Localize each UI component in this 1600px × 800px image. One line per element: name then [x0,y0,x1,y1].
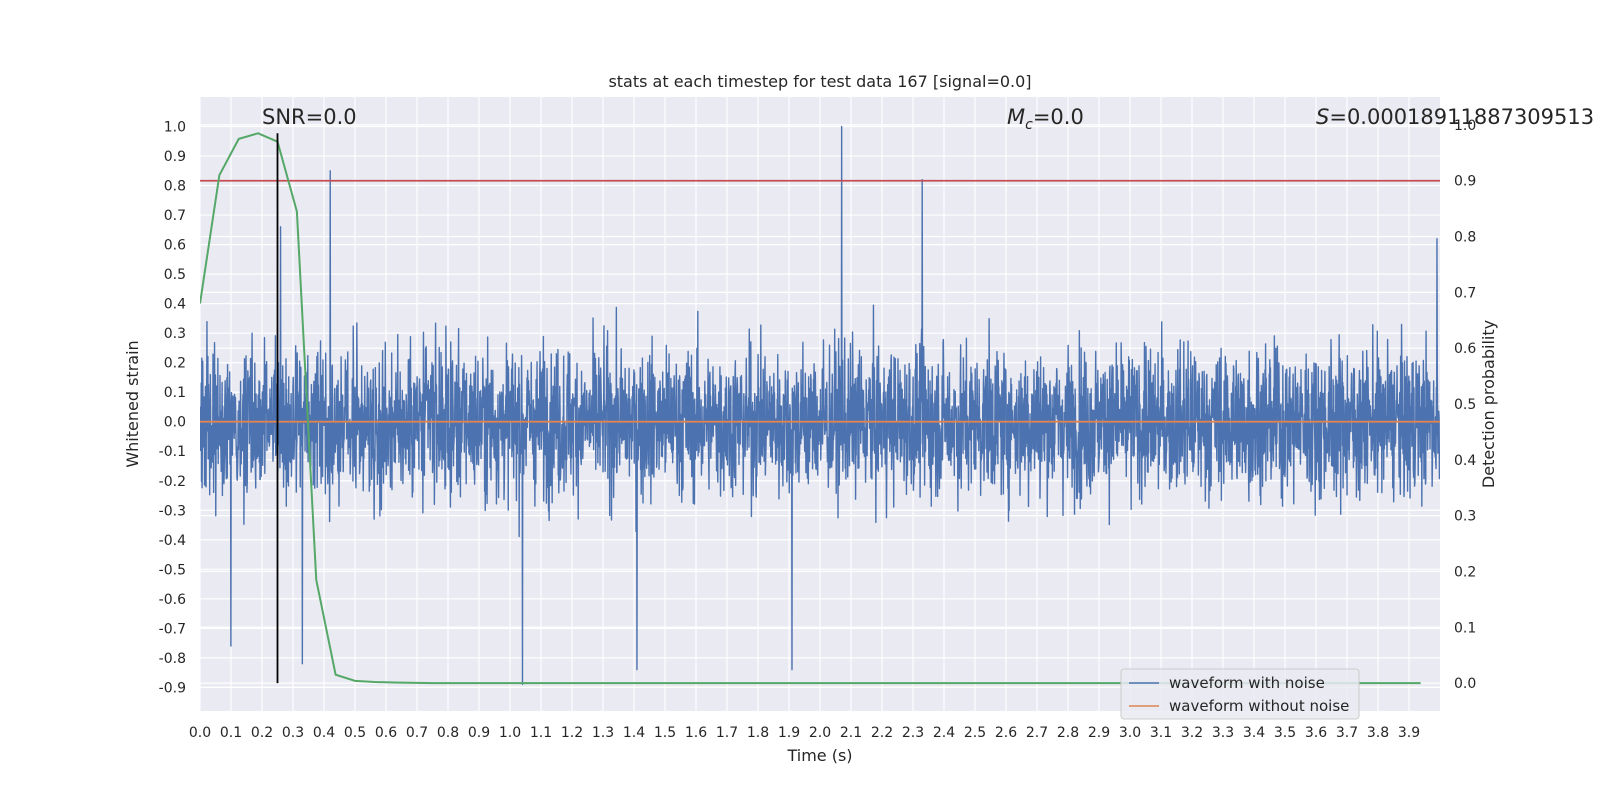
y-tick-label: -0.8 [159,651,186,667]
legend-label-waveform-with-noise: waveform with noise [1169,674,1325,692]
right-y-tick-label: 0.5 [1454,397,1476,413]
x-tick-label: 2.5 [964,725,986,741]
x-tick-label: 2.3 [902,725,924,741]
x-tick-label: 2.7 [1026,725,1048,741]
y-axis-label: Whitened strain [123,340,142,467]
right-y-axis-label: Detection probability [1479,320,1498,488]
x-tick-labels: 0.0 0.1 0.2 0.3 0.4 0.5 0.6 0.7 0.8 0.9 1.0 1.1 1.2 1… [189,725,1420,741]
x-tick-label: 0.0 [189,725,211,741]
right-y-tick-label: 0.4 [1454,453,1476,469]
x-tick-label: 3.9 [1398,725,1420,741]
right-y-tick-labels: 1.0 0.9 0.8 0.7 0.6 0.5 0.4 0.3 0.2 0.1 0.0 [1454,118,1476,692]
y-tick-label: 0.4 [164,297,186,313]
x-tick-label: 0.5 [344,725,366,741]
x-tick-label: 2.9 [1088,725,1110,741]
x-tick-label: 1.6 [685,725,707,741]
x-tick-label: 2.8 [1057,725,1079,741]
right-y-tick-label: 0.7 [1454,285,1476,301]
x-tick-label: 0.4 [313,725,335,741]
y-tick-label: -0.7 [159,621,186,637]
right-y-tick-label: 0.8 [1454,230,1476,246]
y-tick-label: -0.9 [159,680,186,696]
x-tick-label: 3.1 [1150,725,1172,741]
x-tick-label: 2.0 [809,725,831,741]
y-tick-label: 0.6 [164,238,186,254]
y-tick-label: 1.0 [164,120,186,136]
y-tick-label: -0.1 [159,444,186,460]
x-tick-label: 0.9 [468,725,490,741]
y-tick-label: -0.4 [159,533,186,549]
right-y-tick-label: 0.3 [1454,509,1476,525]
legend-box [1120,668,1360,720]
y-tick-label: 0.8 [164,179,186,195]
y-tick-label: -0.6 [159,592,186,608]
plot-area [199,97,1440,711]
x-tick-label: 1.4 [623,725,645,741]
x-tick-label: 0.7 [406,725,428,741]
x-tick-label: 1.0 [499,725,521,741]
x-tick-label: 3.0 [1119,725,1141,741]
x-tick-label: 1.7 [716,725,738,741]
x-tick-label: 1.5 [654,725,676,741]
chart-title: stats at each timestep for test data 167… [608,72,1031,91]
right-y-tick-label: 0.1 [1454,620,1476,636]
x-tick-label: 1.2 [561,725,583,741]
right-y-tick-label: 0.0 [1454,676,1476,692]
right-y-tick-label: 0.6 [1454,341,1476,357]
right-y-tick-label: 0.2 [1454,564,1476,580]
s-annotation: S=0.00018911887309513 [1316,105,1594,129]
legend: waveform with noise waveform without noi… [1120,668,1360,720]
y-tick-label: 0.0 [164,415,186,431]
x-tick-label: 0.6 [375,725,397,741]
right-y-tick-label: 0.9 [1454,174,1476,190]
x-axis-label: Time (s) [786,746,852,765]
mc-value: =0.0 [1033,105,1084,129]
x-tick-label: 0.8 [437,725,459,741]
y-tick-label: 0.9 [164,149,186,165]
x-tick-label: 3.2 [1181,725,1203,741]
mc-annotation: Mc=0.0 [1007,105,1084,133]
x-tick-label: 1.1 [530,725,552,741]
series-detection-probability [200,132,1421,685]
y-tick-label: 0.5 [164,267,186,283]
x-tick-label: 1.9 [778,725,800,741]
series-waveform-with-noise [200,125,1440,686]
right-y-tick-label: 1.0 [1454,118,1476,134]
legend-label-waveform-without-noise: waveform without noise [1169,697,1349,715]
x-tick-label: 1.3 [592,725,614,741]
mc-subscript: c [1025,117,1033,133]
y-tick-label: 0.7 [164,208,186,224]
y-tick-label: 0.2 [164,356,186,372]
x-tick-label: 0.3 [282,725,304,741]
y-tick-label: -0.2 [159,474,186,490]
x-tick-label: 0.2 [251,725,273,741]
snr-annotation: SNR=0.0 [262,105,357,129]
x-tick-label: 2.1 [840,725,862,741]
x-tick-label: 0.1 [220,725,242,741]
x-tick-label: 3.5 [1274,725,1296,741]
y-tick-label: -0.5 [159,562,186,578]
series-layer [200,125,1440,686]
y-tick-label: -0.3 [159,503,186,519]
x-tick-label: 2.4 [933,725,955,741]
s-symbol: S [1316,105,1329,129]
mc-symbol: M [1007,105,1025,129]
y-tick-label: 0.3 [164,326,186,342]
x-tick-label: 3.3 [1212,725,1234,741]
x-tick-label: 2.6 [995,725,1017,741]
x-tick-label: 3.7 [1336,725,1358,741]
x-tick-label: 1.8 [747,725,769,741]
y-tick-label: 0.1 [164,385,186,401]
x-tick-label: 3.4 [1243,725,1265,741]
x-tick-label: 3.8 [1367,725,1389,741]
s-value: =0.00018911887309513 [1329,105,1594,129]
y-tick-labels: 1.0 0.9 0.8 0.7 0.6 0.5 0.4 0.3 0.2 0.1 0.0 -0.1 -0.… [159,120,186,697]
x-tick-label: 3.6 [1305,725,1327,741]
x-tick-label: 2.2 [871,725,893,741]
